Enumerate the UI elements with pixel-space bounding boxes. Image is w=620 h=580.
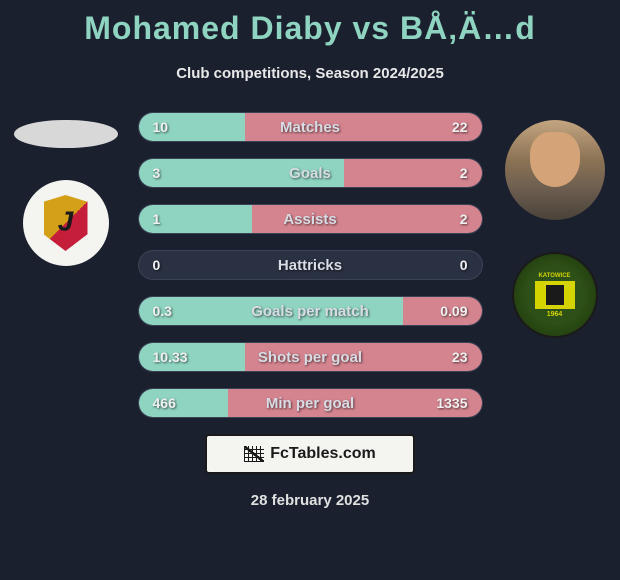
club2-emblem bbox=[535, 281, 575, 309]
stat-left-value: 3 bbox=[153, 165, 161, 181]
stat-right-value: 22 bbox=[452, 119, 468, 135]
player2-club-badge: KATOWICE 1964 bbox=[512, 252, 598, 338]
stat-right-value: 2 bbox=[460, 211, 468, 227]
club2-tower-icon bbox=[546, 285, 564, 305]
stat-right-value: 1335 bbox=[436, 395, 467, 411]
stat-label: Goals per match bbox=[251, 303, 369, 320]
club1-shield-icon bbox=[44, 195, 88, 251]
stat-label: Shots per goal bbox=[258, 349, 362, 366]
stat-row: 0.3 0.09 Goals per match bbox=[138, 296, 483, 326]
club2-year: 1964 bbox=[547, 311, 563, 318]
stat-row: 10.33 23 Shots per goal bbox=[138, 342, 483, 372]
club2-name: KATOWICE bbox=[538, 273, 570, 279]
player2-avatar bbox=[505, 120, 605, 220]
stat-label: Matches bbox=[280, 119, 340, 136]
stat-left-value: 466 bbox=[153, 395, 176, 411]
player1-avatar bbox=[14, 120, 118, 148]
left-player-column bbox=[8, 112, 123, 266]
brand-text: FcTables.com bbox=[270, 445, 376, 463]
stat-row: 3 2 Goals bbox=[138, 158, 483, 188]
stat-right-value: 0 bbox=[460, 257, 468, 273]
stats-column: 10 22 Matches 3 2 Goals 1 2 Assists 0 0 Hattricks 0.… bbox=[138, 112, 483, 418]
main-comparison-area: KATOWICE 1964 10 22 Matches 3 2 Goals 1 2 Assist… bbox=[0, 112, 620, 418]
stat-right-value: 23 bbox=[452, 349, 468, 365]
player1-club-badge bbox=[23, 180, 109, 266]
stat-left-value: 10.33 bbox=[153, 349, 188, 365]
brand-logo: FcTables.com bbox=[205, 434, 415, 474]
stat-label: Goals bbox=[289, 165, 331, 182]
stat-row: 1 2 Assists bbox=[138, 204, 483, 234]
stat-row: 466 1335 Min per goal bbox=[138, 388, 483, 418]
stat-left-value: 0 bbox=[153, 257, 161, 273]
date-label: 28 february 2025 bbox=[0, 492, 620, 509]
comparison-title: Mohamed Diaby vs BÅ‚Ä…d bbox=[0, 0, 620, 47]
stat-label: Hattricks bbox=[278, 257, 342, 274]
stat-left-value: 1 bbox=[153, 211, 161, 227]
stat-label: Min per goal bbox=[266, 395, 354, 412]
stat-label: Assists bbox=[283, 211, 336, 228]
club2-inner: KATOWICE 1964 bbox=[525, 265, 585, 325]
stat-right-value: 2 bbox=[460, 165, 468, 181]
stat-row: 0 0 Hattricks bbox=[138, 250, 483, 280]
stat-row: 10 22 Matches bbox=[138, 112, 483, 142]
right-player-column: KATOWICE 1964 bbox=[497, 112, 612, 338]
stat-left-value: 10 bbox=[153, 119, 169, 135]
stat-right-value: 0.09 bbox=[440, 303, 467, 319]
stat-left-value: 0.3 bbox=[153, 303, 172, 319]
comparison-subtitle: Club competitions, Season 2024/2025 bbox=[0, 65, 620, 82]
